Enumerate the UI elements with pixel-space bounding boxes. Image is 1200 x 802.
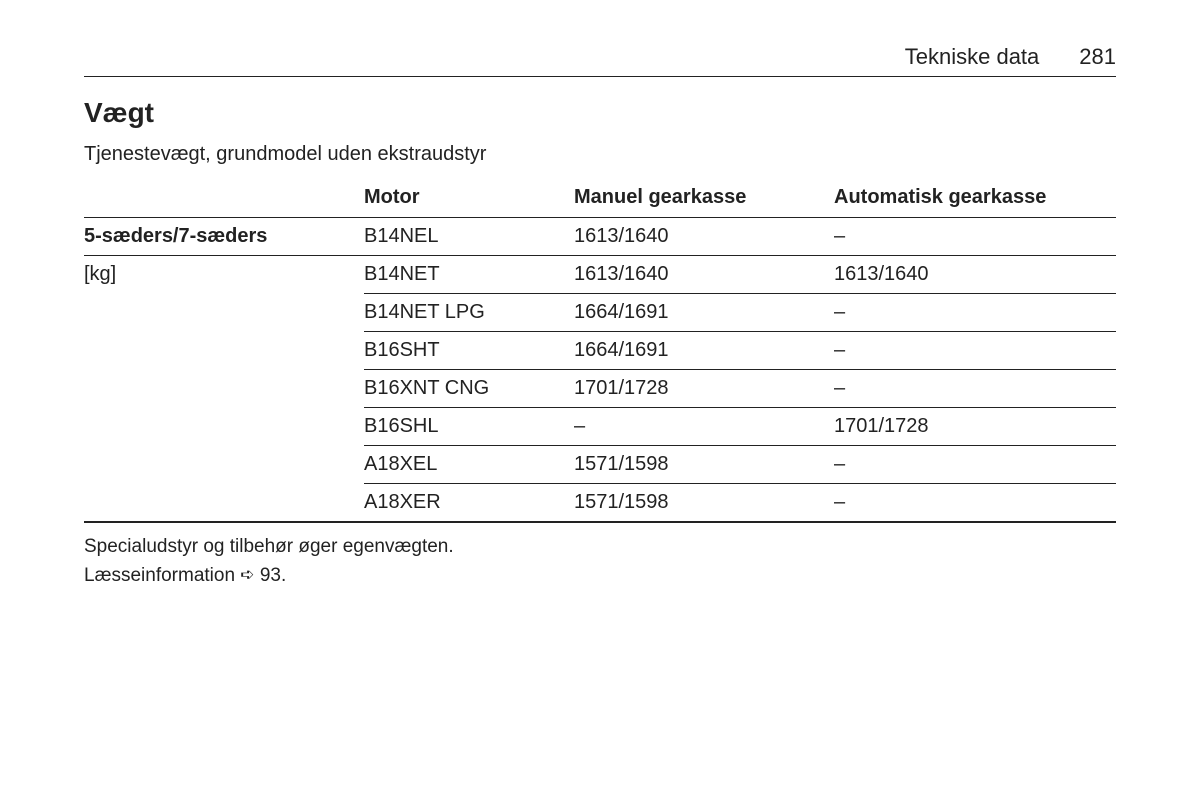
table-row: B14NET LPG 1664/1691 – bbox=[84, 294, 1116, 332]
header-title: Tekniske data bbox=[905, 44, 1040, 70]
cell-auto: – bbox=[834, 370, 1116, 408]
cell-motor: B16SHT bbox=[364, 332, 574, 370]
row-label-empty bbox=[84, 332, 364, 370]
cell-manual: 1701/1728 bbox=[574, 370, 834, 408]
cell-motor: B14NET LPG bbox=[364, 294, 574, 332]
page-number: 281 bbox=[1079, 44, 1116, 70]
arrow-icon: ➪ bbox=[240, 562, 254, 588]
row-label-empty bbox=[84, 370, 364, 408]
table-row: A18XEL 1571/1598 – bbox=[84, 446, 1116, 484]
row-label-empty bbox=[84, 484, 364, 523]
cell-motor: A18XER bbox=[364, 484, 574, 523]
cell-motor: B16XNT CNG bbox=[364, 370, 574, 408]
row-label-main: 5-sæders/7-sæders bbox=[84, 225, 267, 247]
cell-motor: A18XEL bbox=[364, 446, 574, 484]
cell-auto: – bbox=[834, 218, 1116, 256]
cell-manual: 1571/1598 bbox=[574, 484, 834, 523]
section-heading: Vægt bbox=[84, 97, 1116, 129]
cell-motor: B14NET bbox=[364, 256, 574, 294]
footnotes: Specialudstyr og tilbehør øger egenvægte… bbox=[84, 533, 1116, 590]
col-header-blank bbox=[84, 180, 364, 218]
cell-motor: B14NEL bbox=[364, 218, 574, 256]
col-header-motor: Motor bbox=[364, 180, 574, 218]
table-row: A18XER 1571/1598 – bbox=[84, 484, 1116, 523]
col-header-auto: Automatisk gearkasse bbox=[834, 180, 1116, 218]
cell-manual: – bbox=[574, 408, 834, 446]
footnote-ref: 93. bbox=[260, 565, 286, 586]
cell-motor: B16SHL bbox=[364, 408, 574, 446]
section-subheading: Tjenestevægt, grundmodel uden ekstraudst… bbox=[84, 143, 1116, 166]
table-row: [kg] B14NET 1613/1640 1613/1640 bbox=[84, 256, 1116, 294]
row-label-empty bbox=[84, 408, 364, 446]
col-header-manual: Manuel gearkasse bbox=[574, 180, 834, 218]
row-label-unit-cell: [kg] bbox=[84, 256, 364, 294]
page-header: Tekniske data 281 bbox=[84, 44, 1116, 77]
cell-manual: 1571/1598 bbox=[574, 446, 834, 484]
footnote-prefix: Læsseinformation bbox=[84, 565, 240, 586]
cell-auto: 1613/1640 bbox=[834, 256, 1116, 294]
footnote-line-2: Læsseinformation ➪ 93. bbox=[84, 562, 1116, 591]
cell-auto: – bbox=[834, 446, 1116, 484]
cell-manual: 1613/1640 bbox=[574, 256, 834, 294]
cell-manual: 1664/1691 bbox=[574, 332, 834, 370]
cell-auto: – bbox=[834, 294, 1116, 332]
table-row: 5-sæders/7-sæders B14NEL 1613/1640 – bbox=[84, 218, 1116, 256]
table-row: B16SHT 1664/1691 – bbox=[84, 332, 1116, 370]
row-label-empty bbox=[84, 294, 364, 332]
cell-manual: 1664/1691 bbox=[574, 294, 834, 332]
table-row: B16XNT CNG 1701/1728 – bbox=[84, 370, 1116, 408]
weight-table: Motor Manuel gearkasse Automatisk gearka… bbox=[84, 180, 1116, 523]
cell-auto: – bbox=[834, 332, 1116, 370]
row-label-cell: 5-sæders/7-sæders bbox=[84, 218, 364, 256]
table-row: B16SHL – 1701/1728 bbox=[84, 408, 1116, 446]
cell-auto: – bbox=[834, 484, 1116, 523]
table-header-row: Motor Manuel gearkasse Automatisk gearka… bbox=[84, 180, 1116, 218]
footnote-line-1: Specialudstyr og tilbehør øger egenvægte… bbox=[84, 533, 1116, 562]
cell-auto: 1701/1728 bbox=[834, 408, 1116, 446]
row-label-empty bbox=[84, 446, 364, 484]
row-label-unit: [kg] bbox=[84, 263, 116, 285]
cell-manual: 1613/1640 bbox=[574, 218, 834, 256]
